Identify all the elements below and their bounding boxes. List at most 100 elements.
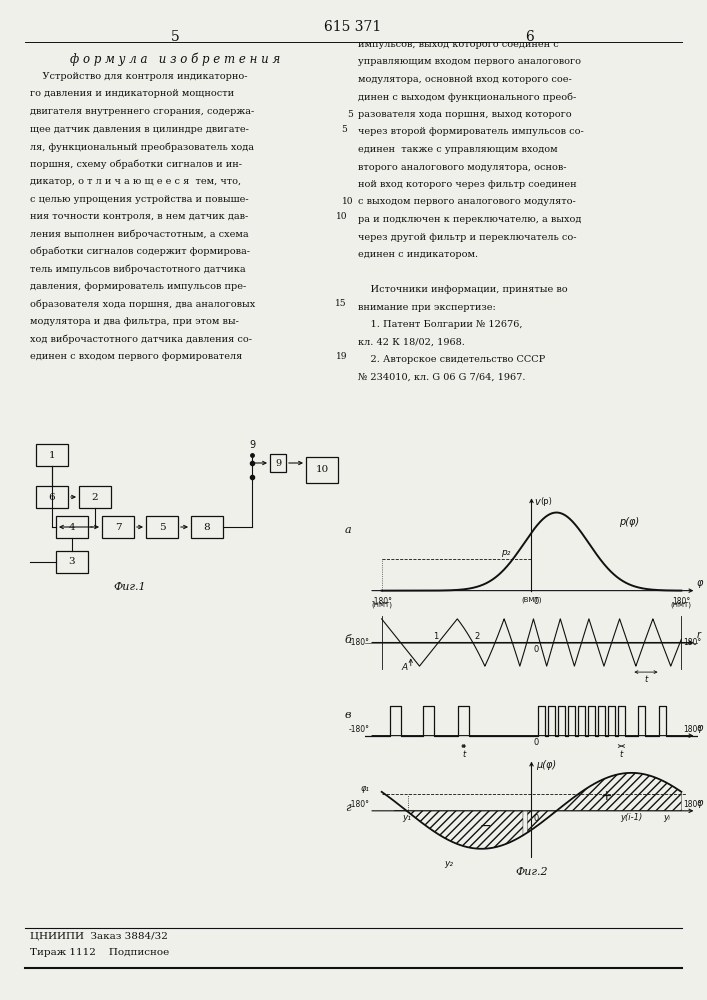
Text: φ: φ [696,578,703,588]
Text: единен с входом первого формирователя: единен с входом первого формирователя [30,352,243,361]
Text: давления, формирователь импульсов пре-: давления, формирователь импульсов пре- [30,282,246,291]
Text: t: t [645,675,648,684]
Bar [102,516,134,538]
Text: t: t [462,750,465,759]
Text: 10: 10 [336,212,347,221]
Text: импульсов, выход которого соединен с: импульсов, выход которого соединен с [358,40,559,49]
Text: v: v [534,497,539,507]
Text: 0: 0 [534,597,539,606]
Text: 10: 10 [315,466,329,475]
Text: 615 371: 615 371 [325,20,382,34]
Text: Тираж 1112    Подписное: Тираж 1112 Подписное [30,948,169,957]
Text: y₁: y₁ [402,813,411,822]
Text: Фиг.2: Фиг.2 [515,867,548,877]
Text: 180°: 180° [683,638,701,647]
Text: 180°: 180° [683,725,701,734]
Text: A: A [402,663,408,672]
Text: внимание при экспертизе:: внимание при экспертизе: [358,302,496,312]
Text: ра и подключен к переключателю, а выход: ра и подключен к переключателю, а выход [358,215,581,224]
Text: управляющим входом первого аналогового: управляющим входом первого аналогового [358,57,581,66]
Text: двигателя внутреннего сгорания, содержа-: двигателя внутреннего сгорания, содержа- [30,107,255,116]
Text: φ: φ [696,723,703,733]
Text: го давления и индикаторной мощности: го давления и индикаторной мощности [30,90,234,99]
Text: р(φ): р(φ) [619,517,639,527]
Text: Фиг.1: Фиг.1 [114,582,146,592]
Text: ния точности контроля, в нем датчик дав-: ния точности контроля, в нем датчик дав- [30,212,248,221]
Text: с выходом первого аналогового модулято-: с выходом первого аналогового модулято- [358,198,575,207]
Text: 10: 10 [341,198,353,207]
Text: 1: 1 [433,632,438,641]
Text: -180°: -180° [348,725,369,734]
Text: (ВМТ): (ВМТ) [521,597,542,603]
Text: 180°: 180° [672,597,691,606]
Text: 2. Авторское свидетельство СССР: 2. Авторское свидетельство СССР [358,355,545,364]
Text: динен с выходом функционального преоб-: динен с выходом функционального преоб- [358,93,576,102]
Text: поршня, схему обработки сигналов и ин-: поршня, схему обработки сигналов и ин- [30,159,242,169]
Text: через второй формирователь импульсов со-: через второй формирователь импульсов со- [358,127,584,136]
Text: 4: 4 [69,522,76,532]
Text: р₂: р₂ [501,548,510,557]
Text: единен  также с управляющим входом: единен также с управляющим входом [358,145,558,154]
Text: (р): (р) [540,497,551,506]
Text: ЦНИИПИ  Заказ 3884/32: ЦНИИПИ Заказ 3884/32 [30,932,168,941]
Text: а: а [344,525,351,535]
Text: ля, функциональный преобразователь хода: ля, функциональный преобразователь хода [30,142,254,151]
Text: 1. Патент Болгарии № 12676,: 1. Патент Болгарии № 12676, [358,320,522,329]
Text: ход виброчастотного датчика давления со-: ход виброчастотного датчика давления со- [30,334,252,344]
Text: в: в [344,710,351,720]
Text: второго аналогового модулятора, основ-: второго аналогового модулятора, основ- [358,162,566,172]
Text: модулятора и два фильтра, при этом вы-: модулятора и два фильтра, при этом вы- [30,317,239,326]
Text: (НМТ): (НМТ) [371,602,392,608]
Text: 19: 19 [336,352,347,361]
Text: через другой фильтр и переключатель со-: через другой фильтр и переключатель со- [358,232,576,241]
Text: тель импульсов виброчастотного датчика: тель импульсов виброчастотного датчика [30,264,245,274]
Text: +: + [601,789,612,803]
Text: -180°: -180° [348,800,369,809]
Text: обработки сигналов содержит формирова-: обработки сигналов содержит формирова- [30,247,250,256]
Text: y(i-1): y(i-1) [620,813,643,822]
Text: r: r [696,630,701,640]
Text: 2: 2 [475,632,480,641]
Text: 6: 6 [49,492,55,502]
Text: (НМТ): (НМТ) [671,602,692,608]
Text: щее датчик давления в цилиндре двигате-: щее датчик давления в цилиндре двигате- [30,124,249,133]
Text: φ₁: φ₁ [361,784,369,793]
Text: y₂: y₂ [444,859,452,868]
Text: ф о р м у л а   и з о б р е т е н и я: ф о р м у л а и з о б р е т е н и я [70,52,280,66]
Text: 180°: 180° [683,800,701,809]
Text: образователя хода поршня, два аналоговых: образователя хода поршня, два аналоговых [30,300,255,309]
Text: дикатор, о т л и ч а ю щ е е с я  тем, что,: дикатор, о т л и ч а ю щ е е с я тем, чт… [30,177,241,186]
Text: с целью упрощения устройства и повыше-: с целью упрощения устройства и повыше- [30,194,249,204]
Text: Источники информации, принятые во: Источники информации, принятые во [358,285,568,294]
Text: кл. 42 К 18/02, 1968.: кл. 42 К 18/02, 1968. [358,338,465,347]
Text: 0: 0 [534,645,539,654]
Text: 9: 9 [249,440,255,450]
Bar [36,486,68,508]
Text: № 234010, кл. G 06 G 7/64, 1967.: № 234010, кл. G 06 G 7/64, 1967. [358,372,525,381]
Text: 5: 5 [170,30,180,44]
Text: 5: 5 [347,110,353,119]
Text: Устройство для контроля индикаторно-: Устройство для контроля индикаторно- [30,72,247,81]
Text: 5: 5 [341,124,347,133]
Text: 8: 8 [204,522,210,532]
Text: б: б [344,635,351,645]
Bar [36,444,68,466]
Text: −: − [480,819,491,833]
Text: -180°: -180° [371,597,392,606]
Bar [306,457,338,483]
Text: 6: 6 [525,30,534,44]
Text: t: t [620,750,623,759]
Text: ления выполнен виброчастотным, а схема: ления выполнен виброчастотным, а схема [30,230,249,239]
Text: yᵢ: yᵢ [663,813,670,822]
Text: 1: 1 [49,450,55,460]
Text: 3: 3 [69,558,76,566]
Text: г: г [346,803,351,813]
Bar [79,486,111,508]
Text: 15: 15 [335,300,347,308]
Text: 0: 0 [534,814,539,823]
Bar [146,516,178,538]
Bar [270,454,286,472]
Text: 9: 9 [275,458,281,468]
Text: 7: 7 [115,522,122,532]
Text: единен с индикатором.: единен с индикатором. [358,250,478,259]
